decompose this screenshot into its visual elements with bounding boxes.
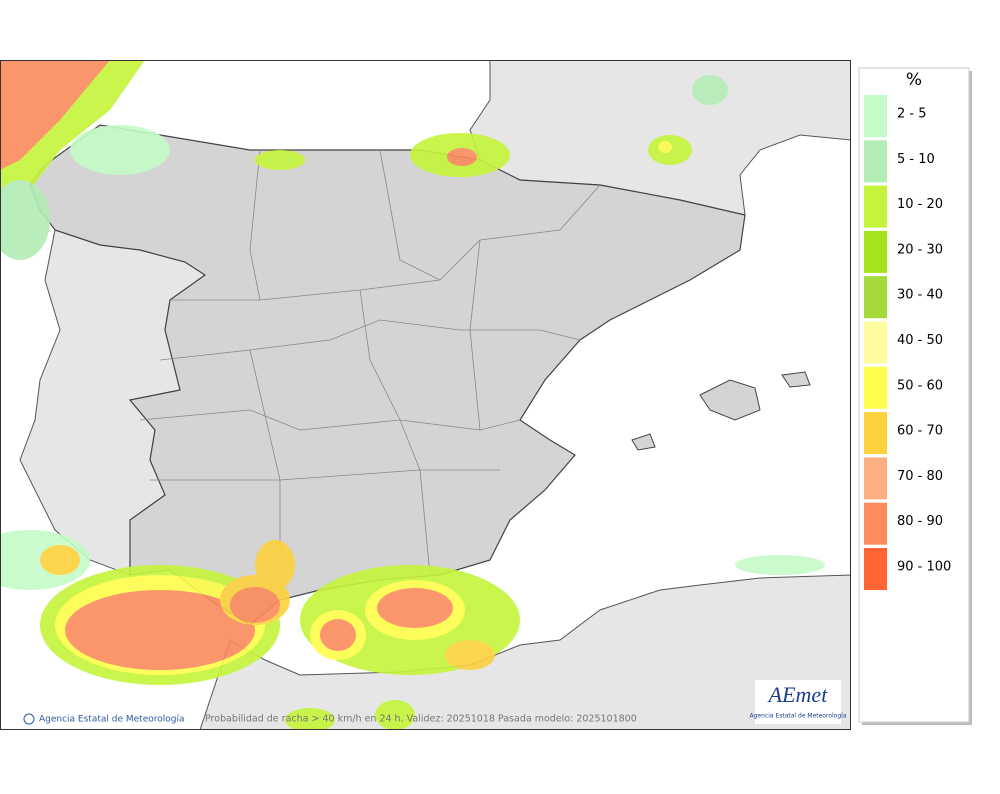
legend-swatch bbox=[864, 230, 887, 273]
legend-swatch bbox=[864, 548, 887, 590]
legend-label: 30 - 40 bbox=[897, 288, 943, 303]
legend-label: 10 - 20 bbox=[897, 197, 943, 212]
legend-swatch bbox=[864, 276, 887, 319]
regions bbox=[139, 149, 601, 600]
probability-areas bbox=[0, 60, 825, 730]
legend-items: 2 - 5 5 - 10 10 - 20 20 - 30 30 - 40 40 - 50 5… bbox=[864, 95, 951, 590]
ibiza bbox=[631, 433, 656, 451]
legend-label: 5 - 10 bbox=[897, 152, 935, 167]
logo-box bbox=[755, 680, 841, 724]
spain bbox=[29, 124, 746, 626]
caption: Probabilidad de racha > 40 km/h en 24 h.… bbox=[205, 714, 637, 725]
legend-label: 20 - 30 bbox=[897, 242, 943, 257]
legend-swatch bbox=[864, 185, 887, 228]
copyright-icon bbox=[23, 713, 35, 725]
legend-label: 2 - 5 bbox=[897, 107, 927, 122]
legend-swatch bbox=[864, 366, 887, 409]
legend-swatch bbox=[864, 321, 887, 364]
legend-swatch bbox=[864, 457, 887, 500]
logo-subtitle: Agencia Estatal de Meteorología bbox=[750, 713, 847, 720]
menorca bbox=[781, 371, 811, 388]
map-frame bbox=[0, 60, 851, 730]
legend-label: 40 - 50 bbox=[897, 333, 943, 348]
legend-swatch bbox=[864, 95, 887, 137]
legend-swatch bbox=[864, 412, 887, 455]
legend-label: 70 - 80 bbox=[897, 469, 943, 484]
copyright: Agencia Estatal de Meteorología bbox=[39, 715, 185, 725]
legend-swatch bbox=[864, 502, 887, 545]
legend-label: 50 - 60 bbox=[897, 378, 943, 393]
map bbox=[0, 60, 851, 730]
logo: AEmet bbox=[767, 682, 829, 707]
legend-label: 90 - 100 bbox=[897, 560, 951, 575]
africa bbox=[199, 574, 851, 730]
legend-swatch bbox=[864, 140, 887, 183]
legend-label: 60 - 70 bbox=[897, 424, 943, 439]
mallorca bbox=[699, 379, 761, 421]
legend-title: % bbox=[906, 70, 922, 90]
legend-label: 80 - 90 bbox=[897, 514, 943, 529]
